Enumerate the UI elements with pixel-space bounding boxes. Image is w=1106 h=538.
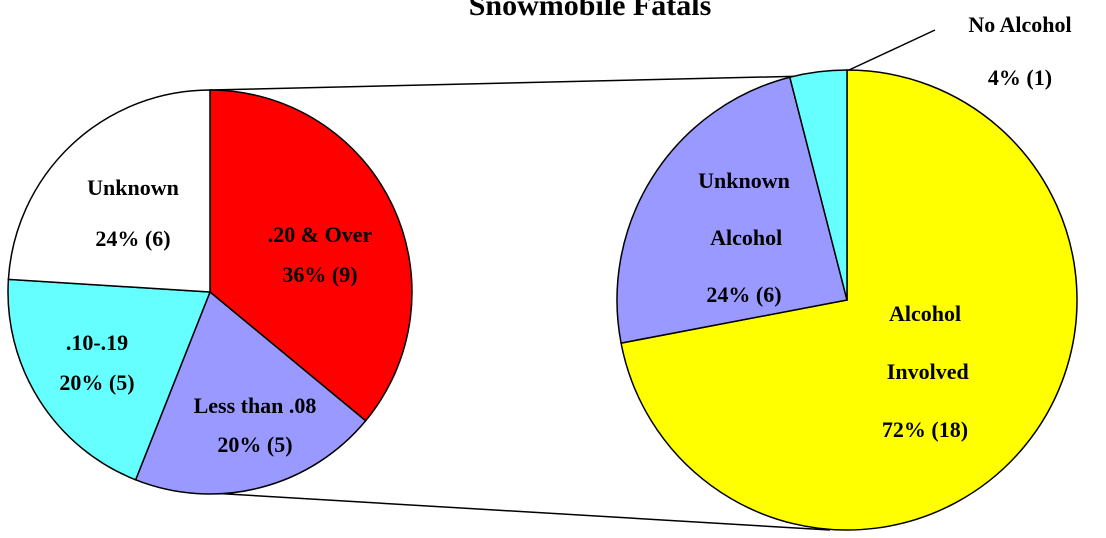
- slice-label-line: Less than .08: [194, 393, 317, 418]
- slice-value-label: 24% (6): [706, 282, 781, 307]
- slice-value-label: 72% (18): [882, 417, 968, 442]
- pie-slice: [7, 89, 211, 293]
- slice-label: No Alcohol: [968, 12, 1071, 37]
- pie-slice: [620, 69, 1078, 531]
- pie-slice: [788, 69, 848, 301]
- chart-title: Snowmobile Fatals: [469, 0, 712, 22]
- slice-label-line: Alcohol: [889, 301, 961, 326]
- slice-value-label: 20% (5): [59, 370, 134, 395]
- connector-line: [209, 492, 831, 531]
- connector-line: [209, 75, 809, 91]
- slice-label: .20 & Over: [268, 222, 373, 247]
- slice-label-line: Alcohol: [706, 225, 782, 250]
- slice-label: Unknown Alcohol: [698, 168, 790, 250]
- pie-slice: [616, 76, 848, 344]
- pie-slice: [134, 290, 367, 495]
- slice-label-line: .10-.19: [66, 330, 128, 355]
- slice-value-label: 36% (9): [282, 262, 357, 287]
- slice-label: Unknown: [87, 175, 179, 200]
- slice-value-label: 24% (6): [95, 226, 170, 251]
- leader-line: [833, 29, 936, 78]
- pie-slice: [209, 89, 413, 422]
- slice-label-line: Unknown: [87, 175, 179, 200]
- slice-label: .10-.19: [66, 330, 128, 355]
- slice-label-line: .20 & Over: [268, 222, 373, 247]
- slice-label-line: No Alcohol: [968, 12, 1071, 37]
- slice-label: Less than .08: [194, 393, 317, 418]
- slice-label-line: Unknown: [698, 168, 790, 193]
- slice-value-label: 4% (1): [988, 65, 1052, 90]
- slice-value-label: 20% (5): [217, 432, 292, 457]
- pie-slice: [7, 278, 212, 481]
- slice-label: Alcohol Involved: [881, 301, 968, 384]
- slice-label-line: Involved: [881, 359, 968, 384]
